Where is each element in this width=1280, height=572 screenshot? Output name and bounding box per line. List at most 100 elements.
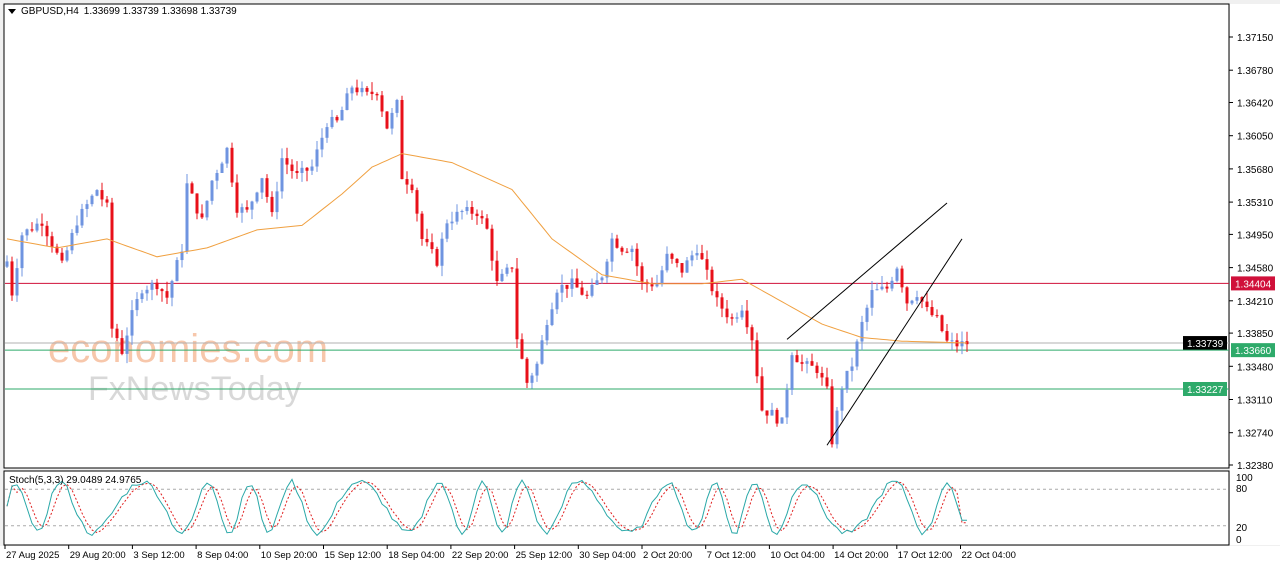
price-tick-label: 1.37150	[1237, 33, 1274, 44]
candle-body	[490, 228, 494, 261]
candle-body	[390, 112, 394, 129]
candle-body	[135, 299, 139, 311]
time-tick-label: 29 Aug 20:00	[70, 550, 126, 561]
candle-body	[585, 294, 589, 296]
candle-body	[75, 225, 79, 233]
time-tick-label: 22 Oct 04:00	[962, 550, 1016, 561]
candle-body	[565, 284, 569, 289]
candles	[5, 79, 969, 449]
moving-average-line	[6, 153, 968, 344]
candle-body	[720, 297, 724, 309]
candle-body	[790, 355, 794, 390]
time-tick-label: 2 Oct 20:00	[643, 550, 692, 561]
dropdown-triangle-icon[interactable]	[8, 9, 16, 14]
candle-body	[110, 202, 114, 329]
candle-body	[295, 171, 299, 173]
candle-body	[795, 355, 799, 363]
candle-body	[165, 291, 169, 298]
candle-body	[435, 249, 439, 266]
candle-body	[155, 282, 159, 290]
candle-body	[955, 340, 959, 347]
candle-body	[15, 268, 19, 296]
candle-body	[360, 87, 364, 93]
candle-body	[680, 263, 684, 273]
candle-body	[510, 267, 514, 269]
candle-body	[880, 286, 884, 290]
candle-body	[705, 259, 709, 270]
price-tick-label: 1.33110	[1237, 395, 1273, 406]
level-price-label: 1.34404	[1235, 279, 1272, 290]
candle-body	[450, 221, 454, 224]
candle-body	[960, 341, 964, 347]
candle-body	[745, 310, 749, 328]
candle-body	[530, 375, 534, 383]
time-tick-label: 17 Oct 12:00	[898, 550, 952, 561]
candle-body	[145, 289, 149, 294]
time-tick-label: 10 Oct 04:00	[770, 550, 824, 561]
candle-body	[635, 248, 639, 267]
candle-body	[270, 196, 274, 213]
time-tick-label: 25 Sep 12:00	[516, 550, 573, 561]
candle-body	[480, 216, 484, 219]
candle-body	[185, 183, 189, 252]
time-tick-label: 30 Sep 04:00	[579, 550, 636, 561]
candle-body	[715, 291, 719, 298]
candle-body	[895, 268, 899, 281]
price-tick-label: 1.33480	[1237, 362, 1274, 373]
price-tick-label: 1.32740	[1237, 429, 1274, 440]
candle-body	[595, 280, 599, 285]
candle-body	[290, 164, 294, 172]
candle-body	[500, 273, 504, 282]
candle-body	[850, 366, 854, 371]
candle-body	[695, 253, 699, 256]
price-tick-label: 1.35310	[1237, 198, 1274, 209]
level-price-tag	[1231, 343, 1275, 358]
candle-body	[725, 308, 729, 318]
candle-body	[80, 208, 84, 226]
candle-body	[835, 410, 839, 445]
candle-body	[420, 213, 424, 239]
candle-body	[780, 417, 784, 424]
candle-body	[785, 389, 789, 418]
candle-body	[830, 386, 834, 445]
candle-body	[130, 310, 134, 336]
candle-body	[30, 229, 34, 231]
price-tick-label: 1.35680	[1237, 165, 1274, 176]
candle-body	[20, 235, 24, 269]
candle-body	[375, 93, 379, 96]
candle-body	[350, 87, 354, 94]
candle-body	[40, 223, 44, 226]
candle-body	[140, 293, 144, 300]
level-price-label: 1.33660	[1235, 346, 1272, 357]
stoch-signal-line	[6, 481, 967, 534]
price-tick-label: 1.36780	[1237, 66, 1274, 77]
candle-body	[215, 172, 219, 181]
candle-body	[300, 167, 304, 173]
ohlc-values: 1.33699 1.33739 1.33698 1.33739	[83, 6, 237, 17]
candle-body	[285, 158, 289, 165]
candle-body	[310, 166, 314, 171]
candle-body	[945, 331, 949, 341]
stoch-axis-label: 20	[1236, 523, 1248, 534]
price-tick-label: 1.34950	[1237, 230, 1274, 241]
candle-body	[25, 229, 29, 236]
time-tick-label: 3 Sep 12:00	[133, 550, 184, 561]
candle-body	[485, 218, 489, 229]
stochastic-label: Stoch(5,3,3) 29.0489 24.9765	[9, 475, 142, 486]
price-tick-label: 1.36420	[1237, 99, 1274, 110]
candle-body	[370, 91, 374, 94]
candle-body	[560, 284, 564, 293]
candle-body	[225, 147, 229, 164]
stoch-axis-label: 0	[1236, 535, 1242, 546]
candle-body	[430, 242, 434, 250]
candle-body	[460, 211, 464, 213]
trendline	[826, 238, 963, 446]
candle-body	[170, 281, 174, 298]
candle-body	[410, 184, 414, 191]
candle-body	[315, 149, 319, 167]
candle-body	[625, 251, 629, 253]
price-tick-label: 1.34210	[1237, 297, 1274, 308]
candle-body	[915, 297, 919, 301]
